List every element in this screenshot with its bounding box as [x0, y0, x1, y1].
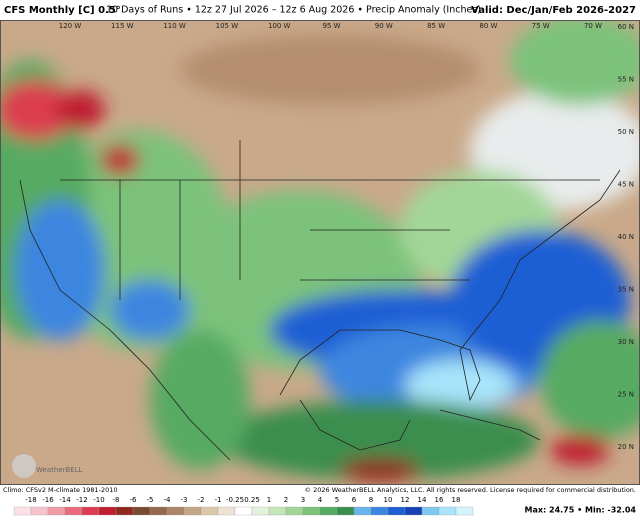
colorbar-swatch	[234, 506, 253, 516]
colorbar-label: -6	[130, 496, 138, 504]
colorbar-label: -14	[59, 496, 71, 504]
longitude-label: 80 W	[479, 22, 497, 30]
colorbar-label: -12	[76, 496, 87, 504]
colorbar-swatch	[438, 506, 457, 516]
footer-climo: Climo: CFSv2 M-climate 1981-2010	[3, 486, 118, 494]
longitude-label: 105 W	[216, 22, 239, 30]
colorbar-swatch	[81, 506, 100, 516]
longitude-label: 100 W	[268, 22, 291, 30]
longitude-label: 120 W	[59, 22, 82, 30]
colorbar-label: -0.25	[226, 496, 244, 504]
colorbar-swatch	[132, 506, 151, 516]
header-description: 10 Days of Runs • 12z 27 Jul 2026 – 12z …	[106, 5, 481, 16]
colorbar-label: -10	[93, 496, 104, 504]
colorbar-label: 4	[318, 496, 323, 504]
colorbar-label: 6	[352, 496, 357, 504]
colorbar-label: 5	[335, 496, 339, 504]
colorbar-label: -18	[25, 496, 36, 504]
header-valid: Valid: Dec/Jan/Feb 2026-2027	[471, 5, 636, 16]
colorbar-swatch	[64, 506, 83, 516]
colorbar: -18 -16 -14 -12 -10 -8 -6 -5 -4 -3 -2 -1 -0.25 0.25 1 2…	[13, 496, 474, 516]
latitude-label: 30 N	[618, 338, 634, 346]
colorbar-label: -16	[42, 496, 54, 504]
colorbar-swatch	[387, 506, 406, 516]
logo-icon	[12, 454, 36, 478]
longitude-label: 85 W	[427, 22, 445, 30]
colorbar-label: 1	[267, 496, 271, 504]
latitude-label: 35 N	[618, 286, 634, 294]
longitude-label: 90 W	[375, 22, 393, 30]
colorbar-swatch	[200, 506, 219, 516]
colorbar-label: -1	[215, 496, 222, 504]
footer-copyright: © 2026 WeatherBELL Analytics, LLC. All r…	[305, 486, 636, 494]
colorbar-swatch	[13, 506, 32, 516]
colorbar-swatch	[217, 506, 236, 516]
longitude-label: 95 W	[322, 22, 340, 30]
colorbar-swatch	[370, 506, 389, 516]
footer-stats: Max: 24.75 • Min: -32.04	[525, 506, 637, 515]
logo-text: WeatherBELL	[36, 466, 83, 474]
colorbar-swatch	[319, 506, 338, 516]
longitude-label: 70 W	[584, 22, 602, 30]
colorbar-swatch	[115, 506, 134, 516]
latitude-label: 25 N	[618, 391, 634, 399]
colorbar-label: 18	[452, 496, 461, 504]
colorbar-swatch	[47, 506, 66, 516]
colorbar-label: -3	[181, 496, 188, 504]
colorbar-label: -4	[164, 496, 172, 504]
colorbar-swatch	[149, 506, 168, 516]
colorbar-label: 10	[384, 496, 393, 504]
colorbar-swatch	[183, 506, 202, 516]
latitude-label: 45 N	[618, 181, 634, 189]
longitude-label: 110 W	[163, 22, 186, 30]
colorbar-swatch	[302, 506, 321, 516]
colorbar-swatch	[98, 506, 117, 516]
colorbar-swatch	[421, 506, 440, 516]
colorbar-label: 16	[435, 496, 444, 504]
colorbar-label: 2	[284, 496, 288, 504]
latitude-label: 50 N	[618, 128, 634, 136]
colorbar-label: -5	[147, 496, 154, 504]
colorbar-label: 12	[401, 496, 410, 504]
latitude-label: 60 N	[618, 23, 634, 31]
colorbar-swatch	[404, 506, 423, 516]
colorbar-swatch	[455, 506, 474, 516]
longitude-labels: 120 W 115 W 110 W 105 W 100 W 95 W 90 W 85 W 80 …	[59, 22, 602, 30]
colorbar-label: 14	[418, 496, 427, 504]
colorbar-swatch	[353, 506, 372, 516]
colorbar-label: -8	[113, 496, 120, 504]
colorbar-label: 3	[301, 496, 305, 504]
colorbar-swatch	[336, 506, 355, 516]
colorbar-label: -2	[198, 496, 205, 504]
colorbar-swatch	[166, 506, 185, 516]
colorbar-swatch	[285, 506, 304, 516]
latitude-labels: 60 N 55 N 50 N 45 N 40 N 35 N 30 N 25 N 20 N	[618, 23, 634, 451]
latitude-label: 40 N	[618, 233, 634, 241]
latitude-label: 55 N	[618, 76, 634, 84]
colorbar-swatch	[251, 506, 270, 516]
colorbar-label: 0.25	[244, 496, 260, 504]
longitude-label: 115 W	[111, 22, 134, 30]
longitude-label: 75 W	[532, 22, 550, 30]
header-model: CFS Monthly [C] 0.5°	[4, 5, 121, 16]
latitude-label: 20 N	[618, 443, 634, 451]
map-field	[0, 20, 640, 485]
colorbar-swatch	[268, 506, 287, 516]
colorbar-label: 8	[369, 496, 373, 504]
colorbar-swatch	[30, 506, 49, 516]
